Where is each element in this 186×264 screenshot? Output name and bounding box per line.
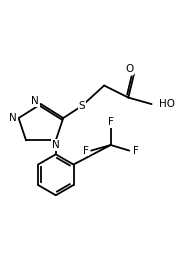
Text: HO: HO — [159, 100, 175, 110]
Text: F: F — [83, 146, 89, 155]
Text: N: N — [31, 96, 39, 106]
Text: F: F — [108, 117, 114, 127]
Text: N: N — [9, 113, 17, 123]
Text: N: N — [52, 140, 60, 150]
Text: F: F — [133, 146, 139, 155]
Text: S: S — [78, 101, 85, 111]
Text: O: O — [125, 64, 133, 74]
